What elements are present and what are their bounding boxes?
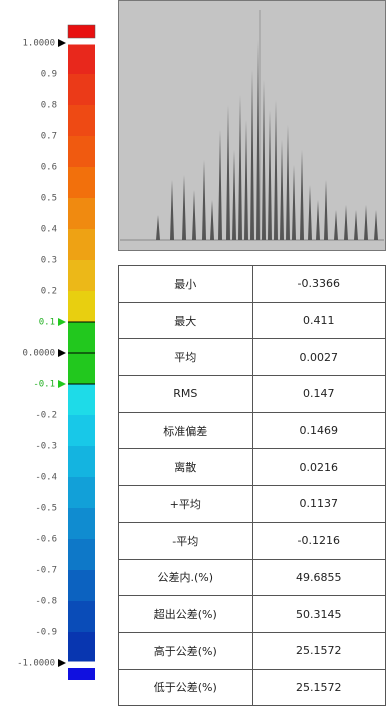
stats-row: 超出公差(%) 50.3145 [118,595,386,633]
scale-label: 0.0000 [22,349,55,359]
under-cap [68,668,95,680]
stat-value: 25.1572 [251,668,386,706]
scale-label: 0.8 [41,101,57,111]
scale-label: 0.1 [39,318,55,328]
color-segment [68,477,95,509]
stat-name: 超出公差(%) [118,595,253,633]
stat-value: 0.411 [251,301,386,340]
stat-name: RMS [118,375,253,413]
color-segment [68,539,95,571]
scale-marker [58,349,66,357]
color-segment [68,136,95,168]
color-segment [68,167,95,199]
scale-label: 0.4 [41,225,57,235]
color-segment [68,570,95,602]
stat-value: 0.1137 [251,485,386,523]
histogram [118,0,386,251]
scale-label: 1.0000 [22,39,55,49]
stat-value: 25.1572 [251,631,386,670]
stat-value: 49.6855 [251,558,386,597]
scale-label: 0.5 [41,194,57,204]
stats-row: 平均 0.0027 [118,338,386,377]
scale-label: -0.2 [35,411,57,421]
stats-row: 最小 -0.3366 [118,265,386,303]
color-segment [68,105,95,137]
color-segment [68,291,95,323]
stat-name: 最大 [118,301,253,340]
stats-row: RMS 0.147 [118,375,386,413]
scale-label: -0.5 [35,504,57,514]
stats-row: 离散 0.0216 [118,448,386,487]
stats-table: 最小 -0.3366 最大 0.411 平均 0.0027 RMS 0.147 标准偏差 0.14… [118,265,386,706]
stat-value: 0.1469 [251,411,386,450]
scale-label: -0.7 [35,566,57,576]
color-segment [68,229,95,261]
color-segment [68,198,95,230]
scale-label: -0.4 [35,473,57,483]
color-scale: 1.0000 0.9 0.8 0.7 0.6 0.5 0.4 0.3 0.2 0.1 0.0000 -… [17,24,96,680]
stat-name: 低于公差(%) [118,668,253,706]
color-segment [68,43,95,75]
color-segment [68,353,95,385]
scale-label: 0.6 [41,163,57,173]
color-segment [68,508,95,540]
scale-label: 0.9 [41,70,57,80]
stats-row: 低于公差(%) 25.1572 [118,668,386,706]
scale-label: -0.1 [33,380,55,390]
scale-label: -0.8 [35,597,57,607]
stat-value: 0.147 [251,375,386,413]
color-segment [68,601,95,633]
stats-row: 公差内.(%) 49.6855 [118,558,386,597]
color-segment [68,384,95,416]
stat-name: 公差内.(%) [118,558,253,597]
color-segment [68,446,95,478]
color-segment [68,74,95,106]
color-segment [68,322,95,354]
stats-row: 最大 0.411 [118,301,386,340]
stat-name: +平均 [118,485,253,523]
scale-marker [58,380,66,388]
stats-row: 标准偏差 0.1469 [118,411,386,450]
color-segment [68,415,95,447]
stat-name: 高于公差(%) [118,631,253,670]
scale-label: 0.3 [41,256,57,266]
color-segment [68,260,95,292]
scale-label: 0.2 [41,287,57,297]
stat-value: -0.3366 [251,265,386,303]
scale-label: -0.3 [35,442,57,452]
stat-name: 离散 [118,448,253,487]
stat-name: 标准偏差 [118,411,253,450]
scale-label: -1.0000 [17,659,55,669]
stat-value: 0.0216 [251,448,386,487]
scale-marker [58,318,66,326]
stat-name: 平均 [118,338,253,377]
scale-label: 0.7 [41,132,57,142]
stat-value: 50.3145 [251,595,386,633]
scale-marker [58,39,66,47]
stat-name: -平均 [118,521,253,560]
scale-label: -0.9 [35,628,57,638]
stat-value: -0.1216 [251,521,386,560]
over-cap [67,24,96,39]
stats-row: 高于公差(%) 25.1572 [118,631,386,670]
histogram-spikes [156,40,378,240]
stats-row: +平均 0.1137 [118,485,386,523]
color-segment [68,632,95,664]
stat-name: 最小 [118,265,253,303]
scale-marker [58,659,66,667]
scale-label: -0.6 [35,535,57,545]
stats-row: -平均 -0.1216 [118,521,386,560]
stat-value: 0.0027 [251,338,386,377]
